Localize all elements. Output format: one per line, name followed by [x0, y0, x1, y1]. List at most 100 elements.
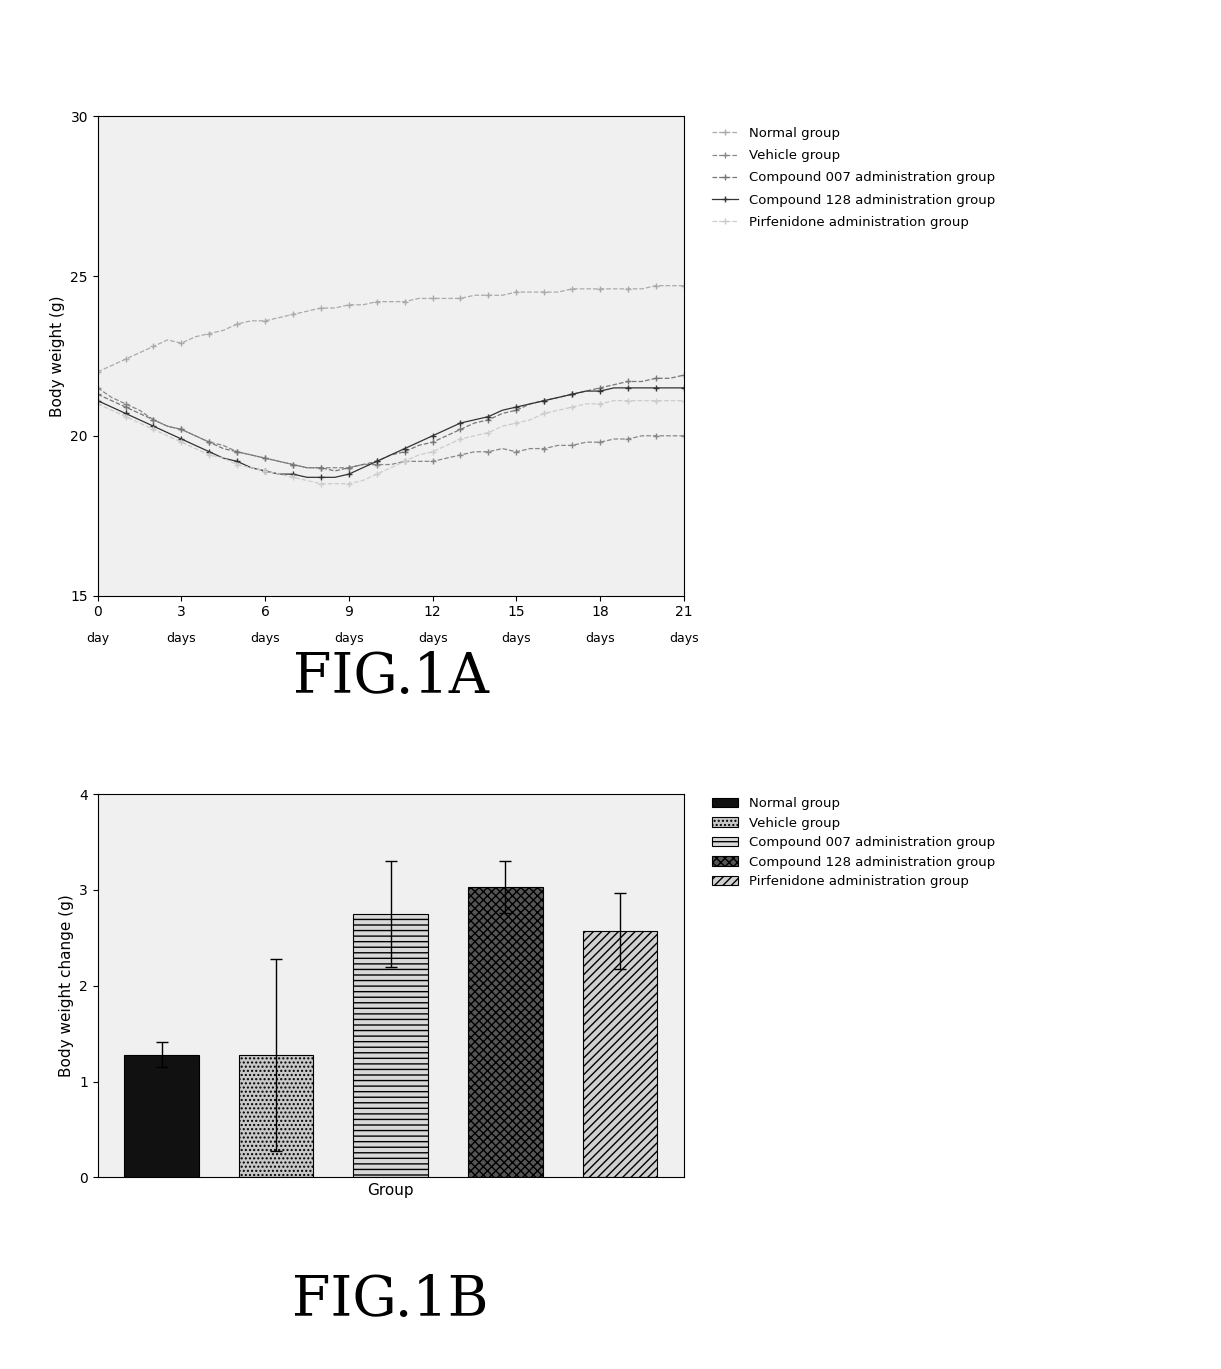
Vehicle group [286, 456, 300, 472]
Pirfenidone administration group [663, 393, 678, 409]
Pirfenidone administration group [425, 444, 440, 460]
Compound 007 administration group [453, 422, 468, 438]
Compound 007 administration group [509, 402, 524, 419]
Compound 007 administration group [118, 398, 133, 415]
Normal group [481, 287, 496, 304]
Vehicle group [299, 460, 314, 476]
Compound 128 administration group [481, 408, 496, 424]
Bar [354, 914, 427, 1177]
Compound 007 administration group [258, 450, 272, 467]
Normal group [592, 281, 607, 297]
Bar [239, 1054, 314, 1177]
Pirfenidone administration group [620, 393, 635, 409]
Compound 128 administration group [201, 444, 216, 460]
Compound 007 administration group [132, 405, 147, 422]
Vehicle group [495, 441, 509, 457]
Normal group [523, 283, 537, 300]
Vehicle group [607, 431, 621, 448]
Normal group [495, 287, 509, 304]
Compound 007 administration group [299, 460, 314, 476]
Compound 128 administration group [355, 460, 370, 476]
Vehicle group [648, 427, 663, 444]
Compound 128 administration group [286, 465, 300, 482]
X-axis label: Group: Group [368, 1183, 414, 1198]
Line: Normal group: Normal group [95, 283, 686, 375]
Vehicle group [314, 460, 328, 476]
Pirfenidone administration group [314, 475, 328, 491]
Compound 007 administration group [90, 386, 105, 402]
Compound 007 administration group [440, 427, 454, 444]
Compound 128 administration group [342, 465, 357, 482]
Compound 007 administration group [383, 446, 398, 463]
Legend: Normal group, Vehicle group, Compound 007 administration group, Compound 128 adm: Normal group, Vehicle group, Compound 00… [708, 793, 999, 893]
Compound 128 administration group [663, 379, 678, 396]
Vehicle group [132, 402, 147, 419]
Compound 007 administration group [579, 383, 593, 400]
Pirfenidone administration group [299, 472, 314, 489]
Compound 007 administration group [244, 446, 259, 463]
Pirfenidone administration group [188, 441, 203, 457]
Pirfenidone administration group [286, 470, 300, 486]
Compound 128 administration group [327, 470, 342, 486]
Normal group [104, 357, 118, 374]
Pirfenidone administration group [370, 465, 385, 482]
Pirfenidone administration group [411, 446, 426, 463]
Compound 007 administration group [272, 453, 287, 470]
Vehicle group [175, 422, 189, 438]
Compound 007 administration group [342, 460, 357, 476]
Text: days: days [250, 631, 280, 645]
Vehicle group [635, 427, 650, 444]
Compound 128 administration group [537, 393, 552, 409]
Compound 128 administration group [160, 424, 175, 441]
Line: Pirfenidone administration group: Pirfenidone administration group [95, 398, 686, 486]
Normal group [272, 309, 287, 326]
Text: days: days [166, 631, 197, 645]
Vehicle group [258, 450, 272, 467]
Compound 128 administration group [132, 412, 147, 428]
Vehicle group [147, 412, 161, 428]
Vehicle group [425, 453, 440, 470]
Compound 007 administration group [104, 393, 118, 409]
Normal group [314, 300, 328, 316]
Compound 007 administration group [201, 434, 216, 450]
Compound 128 administration group [314, 470, 328, 486]
Compound 007 administration group [537, 393, 552, 409]
Normal group [397, 293, 411, 309]
Text: day: day [87, 631, 109, 645]
Vehicle group [523, 441, 537, 457]
Vehicle group [440, 450, 454, 467]
Vehicle group [565, 437, 580, 453]
Normal group [175, 335, 189, 352]
Normal group [635, 281, 650, 297]
Normal group [132, 345, 147, 361]
Vehicle group [118, 396, 133, 412]
Normal group [286, 307, 300, 323]
Compound 128 administration group [579, 383, 593, 400]
Compound 007 administration group [607, 376, 621, 393]
Pirfenidone administration group [453, 431, 468, 448]
Compound 128 administration group [453, 415, 468, 431]
Normal group [355, 297, 370, 314]
Compound 128 administration group [244, 460, 259, 476]
Compound 007 administration group [188, 427, 203, 444]
Pirfenidone administration group [468, 427, 482, 444]
Pirfenidone administration group [565, 398, 580, 415]
Text: days: days [502, 631, 531, 645]
Normal group [160, 331, 175, 348]
Vehicle group [272, 453, 287, 470]
Compound 128 administration group [551, 389, 565, 405]
Compound 007 administration group [425, 434, 440, 450]
Pirfenidone administration group [592, 396, 607, 412]
Compound 007 administration group [175, 422, 189, 438]
Compound 128 administration group [468, 412, 482, 428]
Pirfenidone administration group [607, 393, 621, 409]
Vehicle group [216, 437, 231, 453]
Compound 007 administration group [216, 441, 231, 457]
Normal group [440, 290, 454, 307]
Text: days: days [418, 631, 447, 645]
Compound 128 administration group [230, 453, 244, 470]
Pirfenidone administration group [676, 393, 691, 409]
Compound 128 administration group [648, 379, 663, 396]
Pirfenidone administration group [481, 424, 496, 441]
Vehicle group [537, 441, 552, 457]
